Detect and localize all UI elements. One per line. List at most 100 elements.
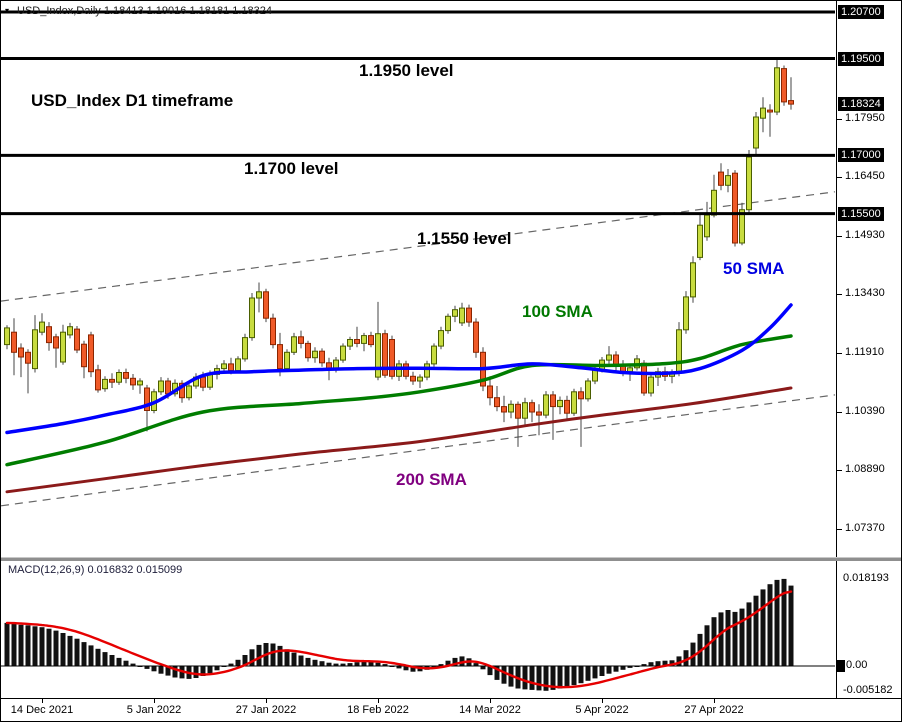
candle-body-bull: [186, 385, 192, 399]
macd-bar: [235, 659, 241, 666]
macd-bar: [361, 661, 367, 666]
macd-bar: [109, 655, 115, 666]
candle-body-bear: [277, 344, 283, 370]
macd-scale-label: -0.005182: [843, 683, 893, 696]
macd-axis[interactable]: 0.018193 0.00 -0.005182: [836, 561, 901, 699]
price-scale-label: 1.10390: [845, 404, 885, 417]
candle-body-bull: [508, 403, 514, 413]
candle: [347, 336, 353, 350]
candle-body-bear: [298, 336, 304, 344]
candle: [508, 400, 514, 419]
candle-body-bull: [60, 331, 66, 363]
candle: [67, 322, 73, 339]
candle: [18, 343, 24, 378]
macd-histogram: [4, 578, 794, 691]
candle: [746, 150, 752, 214]
macd-bar: [368, 661, 374, 666]
macd-bar: [522, 666, 528, 690]
price-scale-label: 1.17950: [845, 111, 885, 124]
price-scale-label: 1.13430: [845, 286, 885, 299]
candle: [711, 174, 717, 218]
candle-body-bull: [725, 175, 731, 186]
candle: [256, 282, 262, 313]
candle: [676, 322, 682, 377]
date-tick-label: 5 Jan 2022: [126, 704, 182, 716]
candle-body-bear: [368, 335, 374, 346]
candle-body-bear: [123, 372, 129, 379]
date-axis[interactable]: 14 Dec 2021 5 Jan 2022 27 Jan 2022 18 Feb 2…: [1, 699, 901, 721]
macd-bar: [627, 666, 633, 668]
sma50-line: [5, 303, 793, 435]
price-scale-tick: [837, 118, 842, 120]
axis-divider: [836, 1, 837, 699]
panel-splitter[interactable]: [1, 557, 901, 561]
price-scale-label-highlight: 1.18324: [838, 97, 884, 112]
candle: [739, 202, 745, 246]
candle-body-bull: [207, 373, 213, 388]
candle: [697, 213, 703, 261]
macd-bar: [774, 579, 780, 666]
candle-body-bear: [578, 391, 584, 400]
candle-body-bear: [718, 171, 724, 186]
candle-body-bull: [753, 116, 759, 149]
macd-bar: [4, 622, 10, 666]
candle: [88, 331, 94, 378]
macd-bar: [270, 643, 276, 666]
macd-indicator-label: MACD(12,26,9) 0.016832 0.015099: [8, 564, 183, 576]
candle-body-bull: [704, 214, 710, 238]
candle: [186, 383, 192, 401]
date-tick-label: 18 Feb 2022: [347, 704, 409, 716]
price-scale-tick: [837, 469, 842, 471]
candle-body-bull: [340, 345, 346, 361]
candle: [564, 395, 570, 420]
macd-panel[interactable]: [1, 561, 836, 699]
candle: [529, 399, 535, 423]
price-scale-tick: [837, 411, 842, 413]
price-scale-label-highlight: 1.20700: [838, 5, 884, 19]
macd-bar: [403, 666, 409, 671]
date-tick: [602, 699, 603, 703]
price-axis[interactable]: 1.20700 1.19500 1.18324 1.17950 1.17000 1.164…: [836, 1, 901, 557]
macd-bar: [312, 659, 318, 666]
macd-bar: [473, 663, 479, 666]
candle: [81, 340, 87, 379]
candle-body-bear: [494, 397, 500, 408]
macd-zero-marker: [837, 660, 845, 672]
macd-signal-line: [5, 590, 793, 689]
candle-body-bull: [431, 345, 437, 365]
candle-body-bear: [46, 326, 52, 344]
macd-bar: [620, 666, 626, 670]
macd-bar: [753, 595, 759, 666]
candle: [515, 401, 521, 447]
candle-body-bull: [242, 337, 248, 360]
candle: [648, 374, 654, 397]
candle: [501, 395, 507, 423]
candle-body-bull: [4, 327, 10, 346]
price-scale-tick: [837, 352, 842, 354]
candle: [452, 305, 458, 323]
main-chart[interactable]: [1, 1, 836, 557]
macd-bar: [648, 662, 654, 666]
macd-bar: [781, 578, 787, 666]
macd-bar: [557, 666, 563, 689]
macd-bar: [599, 666, 605, 676]
macd-scale-label: 0.018193: [843, 571, 889, 584]
candle: [130, 374, 136, 390]
candle-body-bear: [781, 68, 787, 103]
candle-body-bear: [95, 369, 101, 391]
candle: [396, 360, 402, 381]
candle: [774, 57, 780, 116]
candle-body-bull: [39, 321, 45, 333]
candle: [32, 315, 38, 373]
candle: [312, 347, 318, 363]
macd-bar: [480, 666, 486, 670]
macd-bar: [585, 666, 591, 681]
candle-body-bull: [522, 402, 528, 419]
macd-bar: [158, 666, 164, 674]
macd-bar: [760, 589, 766, 666]
date-tick: [42, 699, 43, 703]
macd-bar: [277, 645, 283, 666]
macd-bar: [200, 666, 206, 676]
candle: [781, 65, 787, 106]
candle-body-bull: [683, 296, 689, 331]
